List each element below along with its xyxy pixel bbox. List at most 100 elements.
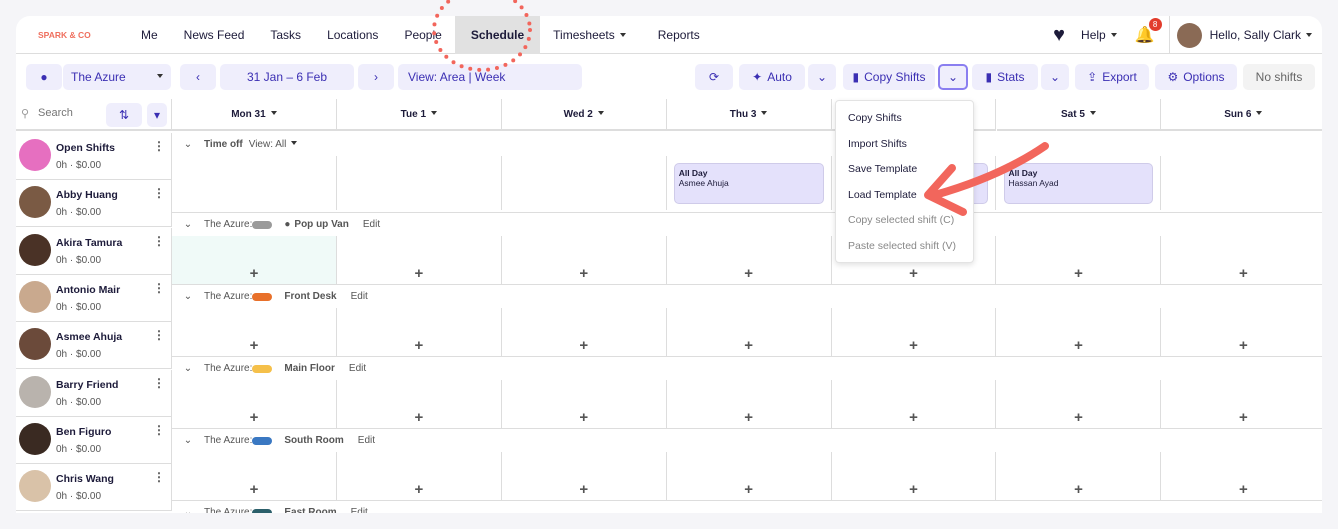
view-select[interactable]: View: Area | Week: [398, 64, 582, 90]
chevron-down-icon[interactable]: ⌄: [183, 138, 193, 150]
bell-icon[interactable]: 🔔 8: [1135, 18, 1162, 45]
add-shift-icon[interactable]: +: [1074, 337, 1083, 354]
chevron-down-icon[interactable]: ⌄: [183, 363, 193, 374]
stats-dropdown-button[interactable]: ⌄: [1041, 64, 1069, 90]
add-shift-icon[interactable]: +: [909, 481, 918, 498]
auto-dropdown-button[interactable]: ⌄: [808, 64, 836, 90]
more-icon[interactable]: ⋮: [153, 186, 165, 201]
edit-area-link[interactable]: Edit: [357, 435, 376, 446]
chevron-down-icon[interactable]: ⌄: [183, 507, 193, 513]
location-pin-icon[interactable]: ●: [26, 64, 62, 90]
shift-cell[interactable]: +: [502, 380, 667, 428]
shift-cell[interactable]: +: [832, 236, 997, 284]
copy-shifts-dropdown-button[interactable]: ⌄: [938, 64, 968, 90]
day-header[interactable]: Sun 6: [1161, 99, 1322, 131]
person-row[interactable]: Open Shifts 0h · $0.00 ⋮: [16, 133, 172, 180]
add-shift-icon[interactable]: +: [1238, 265, 1248, 282]
more-icon[interactable]: ⋮: [153, 328, 165, 343]
more-icon[interactable]: ⋮: [153, 233, 165, 248]
shift-cell[interactable]: +: [172, 380, 337, 428]
nav-reports[interactable]: Reports: [657, 27, 700, 42]
nav-locations[interactable]: Locations: [327, 27, 379, 42]
time-off-cell[interactable]: [667, 156, 832, 210]
shift-cell[interactable]: +: [667, 308, 832, 356]
menu-copy-shifts[interactable]: Copy Shifts: [848, 112, 902, 124]
person-row[interactable]: Ben Figuro 0h · $0.00 ⋮: [16, 416, 172, 464]
add-shift-icon[interactable]: +: [1074, 481, 1083, 498]
add-shift-icon[interactable]: +: [579, 337, 589, 354]
chevron-down-icon[interactable]: ⌄: [183, 219, 193, 230]
add-shift-icon[interactable]: +: [249, 337, 259, 354]
refresh-button[interactable]: ⟳: [695, 64, 733, 90]
time-off-cell[interactable]: [997, 156, 1162, 210]
time-off-block[interactable]: All Day Asmee Ahuja: [673, 163, 824, 204]
shift-cell[interactable]: +: [502, 452, 667, 500]
sort-dropdown[interactable]: ▾: [147, 103, 167, 127]
shift-cell[interactable]: +: [667, 236, 832, 284]
sort-button[interactable]: ⇅: [106, 103, 142, 127]
shift-cell[interactable]: +: [997, 380, 1162, 428]
add-shift-icon[interactable]: +: [249, 265, 259, 282]
date-range[interactable]: 31 Jan – 6 Feb: [220, 64, 354, 90]
menu-copy-selected-shift[interactable]: Copy selected shift (C): [848, 214, 955, 226]
more-icon[interactable]: ⋮: [153, 375, 165, 390]
heart-icon[interactable]: ♥: [1053, 23, 1066, 46]
shift-cell[interactable]: +: [832, 380, 997, 428]
shift-cell[interactable]: +: [832, 452, 997, 500]
export-button[interactable]: ⇪ Export: [1075, 64, 1149, 90]
shift-cell[interactable]: +: [997, 236, 1162, 284]
more-icon[interactable]: ⋮: [153, 422, 165, 437]
add-shift-icon[interactable]: +: [1238, 409, 1248, 426]
day-header[interactable]: Sat 5: [996, 99, 1162, 131]
add-shift-icon[interactable]: +: [909, 337, 918, 354]
time-off-cell[interactable]: [1161, 156, 1322, 210]
edit-area-link[interactable]: Edit: [350, 291, 368, 302]
add-shift-icon[interactable]: +: [579, 409, 589, 426]
shift-cell[interactable]: +: [1161, 452, 1322, 500]
shift-cell[interactable]: +: [832, 308, 997, 356]
add-shift-icon[interactable]: +: [1238, 481, 1248, 498]
time-off-cell[interactable]: [502, 156, 667, 210]
person-row[interactable]: Barry Friend 0h · $0.00 ⋮: [16, 369, 172, 417]
add-shift-icon[interactable]: +: [909, 265, 918, 282]
time-off-view-select[interactable]: View: All: [249, 139, 298, 150]
copy-shifts-button[interactable]: ▮ Copy Shifts: [843, 64, 935, 90]
shift-cell[interactable]: +: [1161, 308, 1322, 356]
add-shift-icon[interactable]: +: [744, 409, 754, 426]
help-menu[interactable]: Help: [1081, 28, 1117, 42]
add-shift-icon[interactable]: +: [414, 265, 424, 282]
location-select[interactable]: The Azure: [63, 64, 171, 90]
time-off-cell[interactable]: [172, 156, 337, 210]
options-button[interactable]: ⚙ Options: [1155, 64, 1237, 90]
prev-week-button[interactable]: ‹: [180, 64, 216, 90]
shift-cell[interactable]: +: [1161, 236, 1322, 284]
more-icon[interactable]: ⋮: [153, 139, 165, 153]
person-row[interactable]: Asmee Ahuja 0h · $0.00 ⋮: [16, 322, 172, 370]
shift-cell[interactable]: +: [337, 452, 502, 500]
shift-cell[interactable]: +: [502, 236, 667, 284]
add-shift-icon[interactable]: +: [414, 481, 424, 498]
next-week-button[interactable]: ›: [358, 64, 394, 90]
shift-cell[interactable]: +: [337, 308, 502, 356]
shift-cell[interactable]: +: [172, 452, 337, 500]
time-off-block[interactable]: All Day Hassan Ayad: [1003, 163, 1154, 204]
add-shift-icon[interactable]: +: [249, 409, 259, 426]
nav-schedule[interactable]: Schedule: [454, 16, 541, 54]
time-off-cell[interactable]: [337, 156, 502, 210]
chevron-down-icon[interactable]: ⌄: [183, 435, 193, 446]
person-row[interactable]: Antonio Mair 0h · $0.00 ⋮: [16, 274, 172, 322]
day-header[interactable]: Thu 3: [666, 99, 832, 131]
shift-cell[interactable]: +: [337, 236, 502, 284]
person-row[interactable]: Abby Huang 0h · $0.00 ⋮: [16, 180, 172, 228]
shift-cell[interactable]: +: [502, 308, 667, 356]
shift-cell[interactable]: +: [667, 380, 832, 428]
nav-tasks[interactable]: Tasks: [270, 27, 302, 42]
shift-cell[interactable]: +: [667, 452, 832, 500]
shift-cell[interactable]: +: [997, 308, 1162, 356]
edit-area-link[interactable]: Edit: [348, 363, 367, 374]
edit-area-link[interactable]: Edit: [350, 507, 368, 513]
shift-cell[interactable]: +: [172, 236, 337, 284]
add-shift-icon[interactable]: +: [414, 337, 424, 354]
day-header[interactable]: Wed 2: [501, 99, 667, 131]
avatar[interactable]: [1176, 22, 1202, 48]
